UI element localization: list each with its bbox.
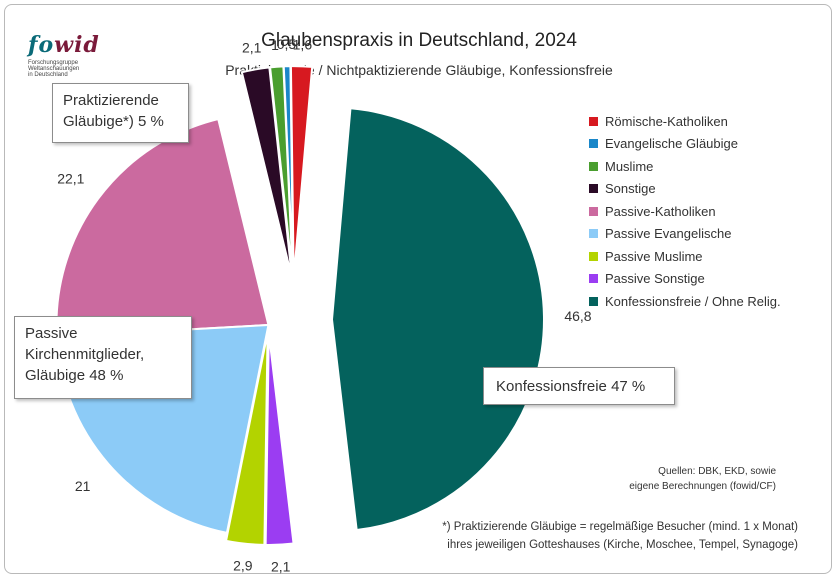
pie-slice-sonstige	[240, 66, 294, 279]
pie-slice-passive-muslime	[224, 332, 269, 546]
legend-swatch	[589, 139, 598, 149]
data-label: 0,5	[277, 36, 297, 52]
chart-title: Glaubenspraxis in Deutschland, 2024	[261, 30, 577, 51]
legend-item: Passive Sonstige	[589, 268, 781, 291]
data-label: 2,9	[233, 558, 253, 574]
source-note: Quellen: DBK, EKD, sowie eigene Berechnu…	[629, 466, 776, 492]
legend-item: Muslime	[589, 155, 781, 178]
legend-swatch	[589, 229, 598, 239]
legend-swatch	[589, 184, 598, 194]
callout-praktizierende: Praktizierende Gläubige*) 5 %	[52, 83, 189, 143]
data-label: 22,1	[57, 170, 84, 186]
legend-swatch	[589, 206, 598, 216]
legend-item: Passive Evangelische	[589, 223, 781, 246]
legend-label: Sonstige	[605, 181, 656, 197]
logo-text-wid: wid	[54, 32, 100, 58]
legend-swatch	[589, 274, 598, 284]
callout-passive: Passive Kirchenmitglieder, Gläubige 48 %	[14, 316, 192, 399]
legend-label: Konfessionsfreie / Ohne Relig.	[605, 293, 781, 309]
legend-label: Muslime	[605, 158, 654, 174]
pie-slice-konfessionsfreie-ohne-relig-	[330, 107, 545, 532]
data-label: 2,1	[271, 559, 291, 575]
pie-slice-passive-katholiken	[55, 117, 270, 338]
data-label: 1	[271, 37, 279, 53]
legend-swatch	[589, 251, 598, 261]
legend-label: Passive Evangelische	[605, 226, 732, 242]
data-label: 2,1	[242, 40, 262, 56]
legend-label: Passive-Katholiken	[605, 203, 716, 219]
legend-item: Sonstige	[589, 178, 781, 201]
legend-swatch	[589, 116, 598, 126]
data-label: 21	[75, 478, 91, 494]
legend-item: Passive-Katholiken	[589, 200, 781, 223]
fowid-logo: fowid Forschungsgruppe Weltanschauungen …	[28, 32, 100, 78]
footnote: *) Praktizierende Gläubige = regelmäßige…	[442, 521, 798, 551]
pie-slice-r-mische-katholiken	[289, 65, 314, 279]
legend-label: Passive Muslime	[605, 248, 703, 264]
logo-subtitle: Forschungsgruppe Weltanschauungen in Deu…	[28, 60, 80, 78]
logo-text-fo: fo	[28, 32, 55, 58]
legend-item: Konfessionsfreie / Ohne Relig.	[589, 290, 781, 313]
chart-subtitle: Praktizierende / Nichtpaktizierende Gläu…	[225, 62, 613, 78]
data-label: 46,8	[564, 308, 591, 324]
legend-item: Römische-Katholiken	[589, 110, 781, 133]
pie-slice-passive-sonstige	[264, 332, 295, 546]
legend-label: Römische-Katholiken	[605, 113, 728, 129]
callout-konfessionsfrei: Konfessionsfreie 47 %	[483, 367, 675, 405]
legend-item: Passive Muslime	[589, 245, 781, 268]
legend-swatch	[589, 161, 598, 171]
legend-item: Evangelische Gläubige	[589, 133, 781, 156]
legend-label: Passive Sonstige	[605, 271, 705, 287]
chart-legend: Römische-Katholiken Evangelische Gläubige…	[589, 110, 781, 313]
data-label: 1,6	[293, 36, 313, 52]
legend-swatch	[589, 296, 598, 306]
legend-label: Evangelische Gläubige	[605, 136, 738, 152]
